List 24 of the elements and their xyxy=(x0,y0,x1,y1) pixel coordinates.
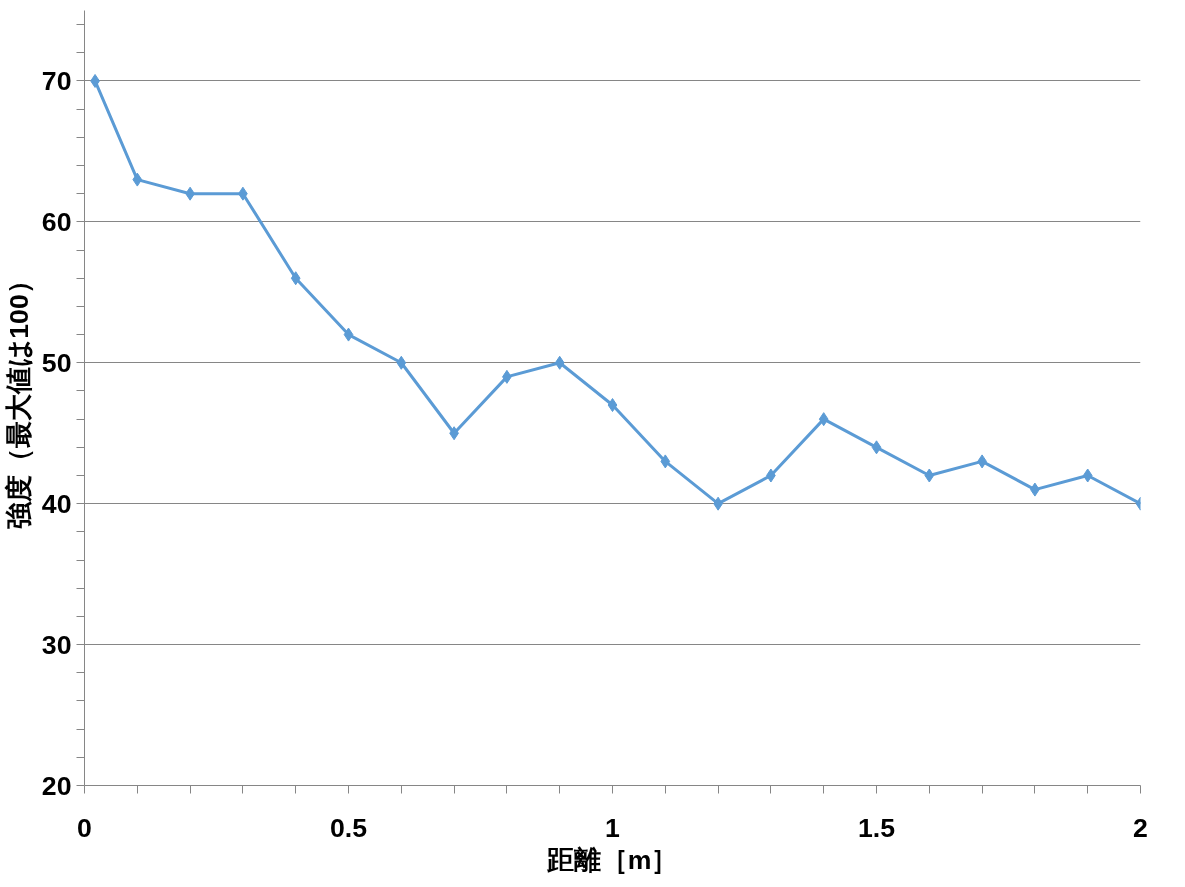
x-tick-label: 1.5 xyxy=(857,812,896,843)
point xyxy=(660,454,671,469)
y-tick-label: 20 xyxy=(41,770,72,801)
x-tick-label: 0 xyxy=(77,812,92,843)
y-tick-label: 50 xyxy=(41,347,72,378)
y-tick-label: 60 xyxy=(41,206,72,237)
point xyxy=(924,468,935,483)
point xyxy=(871,440,882,455)
x-axis-title: 距離［m］ xyxy=(545,844,679,875)
point xyxy=(1082,468,1093,483)
point xyxy=(818,412,829,427)
y-tick-label: 40 xyxy=(41,488,72,519)
point xyxy=(343,327,354,342)
x-tick-label: 1 xyxy=(605,812,621,843)
point xyxy=(396,355,407,370)
x-tick-label: 0.5 xyxy=(329,812,368,843)
point xyxy=(290,271,301,286)
y-axis-title: 強度（最大値は100） xyxy=(3,267,34,529)
point xyxy=(132,172,143,187)
x-tick-label: 2 xyxy=(1133,812,1148,843)
point xyxy=(554,355,565,370)
y-tick-label: 30 xyxy=(41,629,72,660)
y-tick-label: 70 xyxy=(41,65,72,96)
point xyxy=(607,398,618,413)
